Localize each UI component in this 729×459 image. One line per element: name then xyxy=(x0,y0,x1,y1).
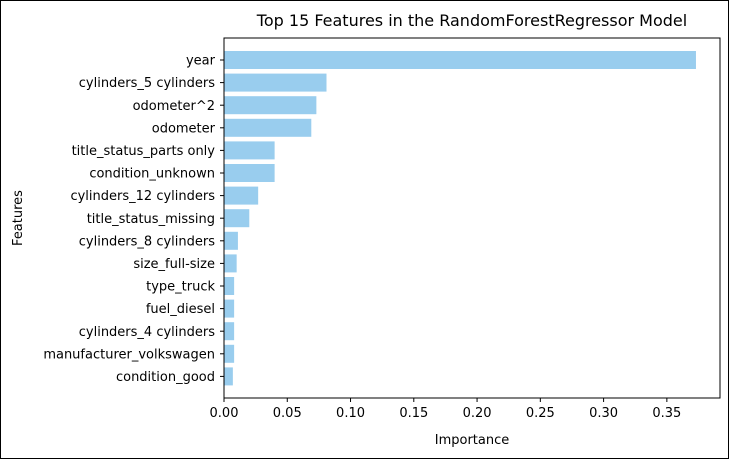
x-tick-label: 0.05 xyxy=(273,406,302,421)
bar xyxy=(224,231,238,250)
bar xyxy=(224,51,696,69)
y-tick-label: odometer xyxy=(152,121,216,136)
y-axis-title: Features xyxy=(11,190,26,246)
x-tick-label: 0.00 xyxy=(210,406,239,421)
y-tick-label: cylinders_8 cylinders xyxy=(79,234,215,249)
y-tick-label: cylinders_4 cylinders xyxy=(79,325,215,340)
y-tick-label: fuel_diesel xyxy=(146,302,215,317)
y-tick-label: odometer^2 xyxy=(133,99,215,114)
y-tick-label: manufacturer_volkswagen xyxy=(43,347,215,362)
bars-layer xyxy=(224,51,696,386)
y-tick-label: size_full-size xyxy=(133,257,215,272)
y-tick-label: cylinders_5 cylinders xyxy=(79,76,215,91)
bar xyxy=(224,164,275,182)
bar xyxy=(224,344,235,363)
y-tick-label: type_truck xyxy=(146,280,215,295)
y-tick-label: condition_good xyxy=(116,370,215,385)
bar xyxy=(224,118,312,137)
x-tick-label: 0.20 xyxy=(463,406,492,421)
bar xyxy=(224,299,235,318)
chart-title: Top 15 Features in the RandomForestRegre… xyxy=(256,11,687,30)
x-axis-title: Importance xyxy=(435,433,510,448)
y-tick-label: cylinders_12 cylinders xyxy=(70,189,215,204)
y-tick-label: title_status_parts only xyxy=(72,144,216,159)
plot-area-border xyxy=(223,37,721,399)
x-tick-label: 0.15 xyxy=(399,406,428,421)
bar xyxy=(224,322,235,341)
bar xyxy=(224,254,237,273)
y-axis-ticks: year cylinders_5 cylinders odometer^2 odome… xyxy=(43,54,224,385)
y-tick-label: year xyxy=(186,54,216,69)
x-axis-ticks: 0.00 0.05 0.10 0.15 0.20 0.25 0.30 0.35 xyxy=(210,398,681,421)
bar xyxy=(224,96,317,115)
bar xyxy=(224,186,259,205)
y-tick-label: condition_unknown xyxy=(89,167,215,182)
bar xyxy=(224,73,327,92)
x-tick-label: 0.35 xyxy=(652,406,681,421)
bar xyxy=(224,209,250,228)
x-tick-label: 0.30 xyxy=(589,406,618,421)
x-tick-label: 0.10 xyxy=(336,406,365,421)
bar xyxy=(224,367,233,386)
x-tick-label: 0.25 xyxy=(526,406,555,421)
bar xyxy=(224,277,235,295)
y-tick-label: title_status_missing xyxy=(87,212,215,227)
bar xyxy=(224,141,275,160)
